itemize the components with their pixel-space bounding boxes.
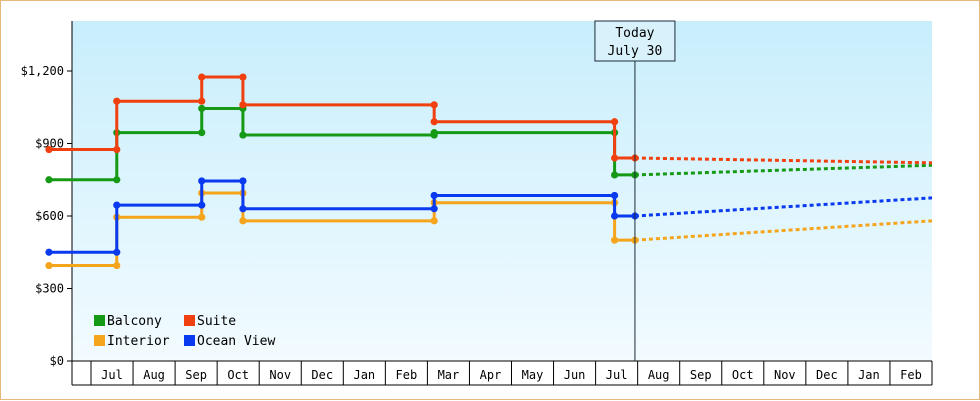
data-point [610, 154, 619, 162]
x-tick-label: Dec [311, 368, 333, 382]
data-point [430, 129, 438, 137]
data-point [45, 176, 53, 184]
series-ocean-view [45, 177, 933, 256]
data-point [198, 97, 206, 105]
x-tick-label: Nov [269, 368, 291, 382]
data-point [239, 177, 247, 185]
x-tick-label: May [522, 368, 544, 382]
x-tick-label: Nov [774, 368, 796, 382]
x-tick-label: Jan [353, 368, 375, 382]
forecast-line [634, 219, 933, 242]
legend-item-ocean-view: Ocean View [184, 334, 275, 349]
data-point [45, 145, 53, 154]
data-point [610, 171, 619, 179]
x-tick-label: Jul [606, 368, 628, 382]
data-point [239, 101, 247, 109]
legend-item-balcony: Balcony [94, 314, 162, 329]
data-point [430, 205, 438, 213]
forecast-line [634, 196, 933, 218]
x-tick-label: Oct [732, 368, 754, 382]
x-tick-label: Sep [690, 368, 712, 382]
data-point [45, 261, 53, 270]
x-tick-label: Sep [185, 368, 207, 382]
legend-item-suite: Suite [184, 314, 236, 329]
y-tick-label: $900 [35, 137, 64, 151]
x-tick-label: Aug [143, 368, 165, 382]
legend-label: Balcony [107, 314, 162, 329]
x-tick-label: Apr [480, 368, 502, 382]
data-point [198, 177, 206, 185]
x-tick-label: Jan [858, 368, 880, 382]
x-tick-label: Jul [101, 368, 123, 382]
y-tick-label: $300 [35, 282, 64, 296]
legend-item-interior: Interior [94, 334, 170, 349]
data-point [430, 191, 438, 200]
data-point [113, 261, 121, 270]
x-tick-label: Oct [227, 368, 249, 382]
y-tick-label: $1,200 [21, 64, 64, 78]
legend-swatch [94, 335, 105, 346]
data-point [239, 205, 247, 213]
legend-label: Interior [107, 334, 170, 349]
data-point [610, 191, 619, 200]
legend-swatch [184, 315, 195, 326]
data-point [239, 131, 247, 139]
data-point [113, 145, 121, 154]
legend-label: Suite [197, 314, 236, 329]
today-label-line2: July 30 [608, 44, 663, 59]
legend-swatch [94, 315, 105, 326]
data-point [430, 101, 438, 109]
x-tick-label: Feb [396, 368, 418, 382]
data-point [113, 248, 121, 256]
data-point [113, 176, 121, 184]
series-line [48, 75, 635, 160]
data-point [198, 73, 206, 81]
x-tick-label: Jun [564, 368, 586, 382]
data-point [198, 213, 206, 221]
today-label-box [594, 20, 676, 62]
data-point [198, 104, 206, 113]
data-point [45, 248, 53, 256]
data-point [239, 217, 247, 225]
data-point [113, 201, 121, 209]
data-point [430, 118, 438, 126]
x-tick-label: Aug [648, 368, 670, 382]
legend-label: Ocean View [197, 334, 275, 349]
data-point [239, 73, 247, 81]
data-point [610, 118, 619, 126]
x-tick-label: Feb [900, 368, 922, 382]
forecast-line [634, 156, 933, 165]
data-point [198, 129, 206, 137]
today-label-line1: Today [615, 26, 654, 41]
forecast-line [634, 163, 933, 177]
y-tick-label: $600 [35, 209, 64, 223]
data-point [113, 97, 121, 105]
data-point [610, 212, 619, 220]
legend-swatch [184, 335, 195, 346]
data-point [610, 236, 619, 244]
data-point [198, 201, 206, 209]
series-suite [45, 73, 933, 165]
x-tick-label: Mar [438, 368, 460, 382]
data-point [430, 217, 438, 225]
y-tick-label: $0 [50, 354, 64, 368]
x-tick-label: Dec [816, 368, 838, 382]
